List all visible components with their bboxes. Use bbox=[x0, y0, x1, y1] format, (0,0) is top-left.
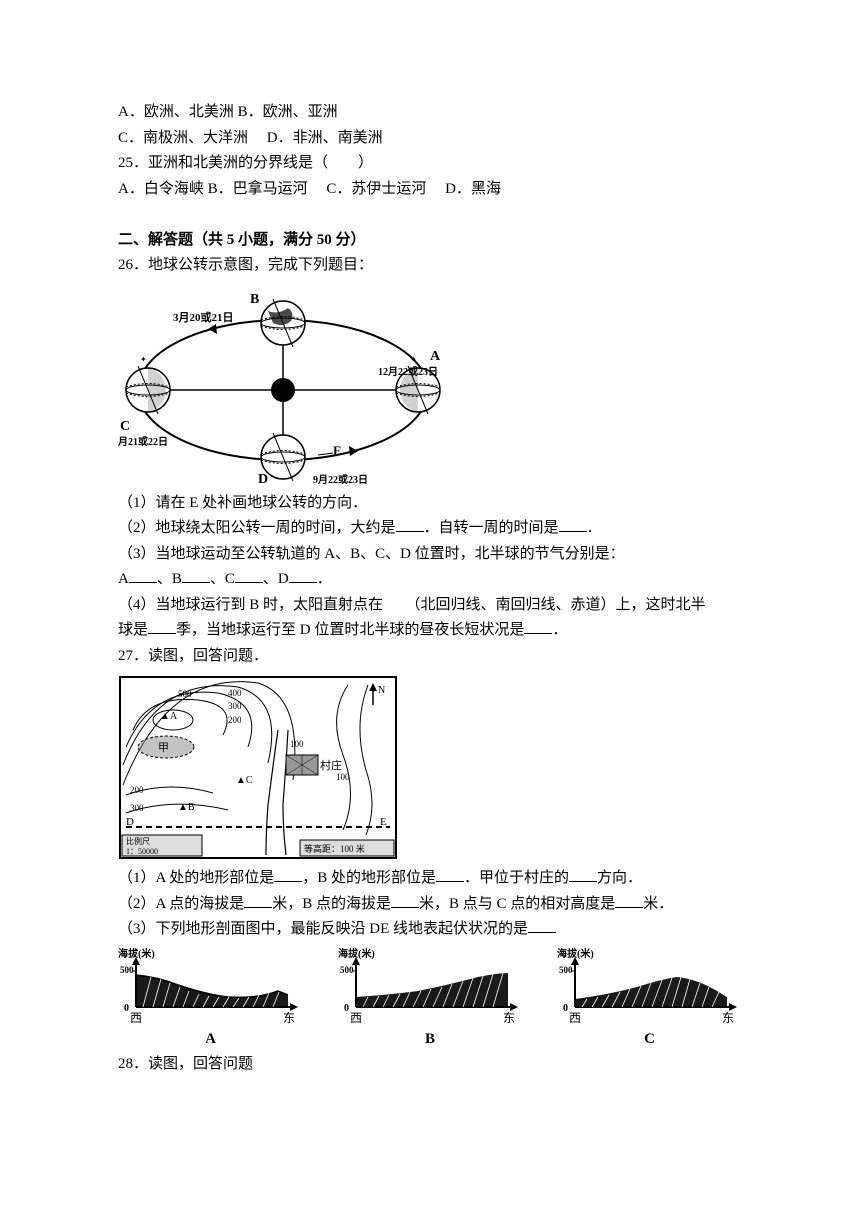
svg-text:A: A bbox=[430, 349, 441, 364]
q26-sub4b: 球是季，当地球运行至 D 位置时北半球的昼夜长短状况是． bbox=[118, 618, 742, 644]
q25-stem: 25．亚洲和北美洲的分界线是（ ） bbox=[118, 151, 742, 177]
svg-text:N: N bbox=[378, 685, 385, 696]
svg-text:▲C: ▲C bbox=[236, 775, 253, 786]
svg-text:6月21或22日: 6月21或22日 bbox=[118, 435, 168, 448]
svg-text:D: D bbox=[258, 472, 268, 485]
svg-text:100: 100 bbox=[336, 772, 350, 782]
q26-sub2: （2）地球绕太阳公转一周的时间，大约是．自转一周的时间是． bbox=[118, 516, 742, 542]
q28-stem: 28．读图，回答问题 bbox=[118, 1052, 742, 1078]
svg-text:▲B: ▲B bbox=[178, 802, 195, 813]
svg-text:E: E bbox=[333, 443, 342, 458]
svg-text:12月22或23日: 12月22或23日 bbox=[378, 365, 438, 378]
svg-text:▲A: ▲A bbox=[160, 711, 178, 722]
svg-text:C: C bbox=[120, 419, 130, 434]
svg-text:等高距：100 米: 等高距：100 米 bbox=[304, 843, 365, 854]
section2-header: 二、解答题（共 5 小题，满分 50 分） bbox=[118, 228, 742, 254]
svg-text:B: B bbox=[250, 292, 259, 307]
q26-sub4a: （4）当地球运行到 B 时，太阳直射点在 （北回归线、南回归线、赤道）上，这时北… bbox=[118, 593, 742, 619]
svg-text:200: 200 bbox=[130, 785, 144, 795]
svg-text:0: 0 bbox=[563, 1003, 568, 1014]
svg-text:甲: 甲 bbox=[158, 742, 169, 754]
svg-text:400: 400 bbox=[228, 688, 242, 698]
svg-text:西: 西 bbox=[130, 1011, 142, 1025]
q27-profiles: 海拔(米) 500 0 西 东 A bbox=[118, 947, 742, 1053]
q27-map: N 甲 ▲A 村庄 ▲B ▲C D E 500 400 300 200 100 … bbox=[118, 675, 742, 860]
q26-sub3-blanks: A、B、C、D． bbox=[118, 567, 742, 593]
svg-text:0: 0 bbox=[124, 1003, 129, 1014]
svg-text:500: 500 bbox=[559, 965, 573, 975]
q27-sub3: （3）下列地形剖面图中，最能反映沿 DE 线地表起伏状况的是 bbox=[118, 917, 742, 943]
svg-text:500: 500 bbox=[120, 965, 134, 975]
svg-text:300: 300 bbox=[228, 701, 242, 711]
svg-text:村庄: 村庄 bbox=[320, 758, 342, 772]
svg-text:✦: ✦ bbox=[140, 355, 147, 364]
svg-text:D: D bbox=[126, 816, 134, 828]
svg-text:100: 100 bbox=[290, 739, 304, 749]
svg-text:E: E bbox=[380, 816, 387, 828]
svg-text:东: 东 bbox=[503, 1011, 515, 1025]
svg-text:东: 东 bbox=[283, 1011, 295, 1025]
svg-text:0: 0 bbox=[344, 1003, 349, 1014]
svg-text:比例尺: 比例尺 bbox=[126, 836, 150, 846]
q27-stem: 27．读图，回答问题． bbox=[118, 644, 742, 670]
svg-text:9月22或23日: 9月22或23日 bbox=[313, 473, 368, 485]
profile-c: 海拔(米) 500 0 西 东 C bbox=[557, 947, 742, 1053]
q25-options: A．白令海峡 B．巴拿马运河 C．苏伊士运河 D．黑海 bbox=[118, 177, 742, 203]
q26-stem: 26．地球公转示意图，完成下列题目： bbox=[118, 253, 742, 279]
svg-text:300: 300 bbox=[130, 803, 144, 813]
q27-sub1: （1）A 处的地形部位是，B 处的地形部位是．甲位于村庄的方向． bbox=[118, 866, 742, 892]
svg-text:✦: ✦ bbox=[410, 355, 417, 364]
svg-text:西: 西 bbox=[350, 1011, 362, 1025]
svg-text:500: 500 bbox=[178, 689, 192, 699]
q24-option-ab: A．欧洲、北美洲 B．欧洲、亚洲 bbox=[118, 100, 742, 126]
q24-option-cd: C．南极洲、大洋洲 D．非洲、南美洲 bbox=[118, 126, 742, 152]
q26-sub3: （3）当地球运动至公转轨道的 A、B、C、D 位置时，北半球的节气分别是： bbox=[118, 542, 742, 568]
svg-text:1：50000: 1：50000 bbox=[126, 847, 158, 856]
q26-sub1: （1）请在 E 处补画地球公转的方向． bbox=[118, 491, 742, 517]
profile-a: 海拔(米) 500 0 西 东 A bbox=[118, 947, 303, 1053]
svg-text:500: 500 bbox=[340, 965, 354, 975]
svg-text:东: 东 bbox=[722, 1011, 734, 1025]
svg-text:西: 西 bbox=[569, 1011, 581, 1025]
svg-text:200: 200 bbox=[228, 715, 242, 725]
profile-b: 海拔(米) 500 0 西 东 B bbox=[338, 947, 523, 1053]
q27-sub2: （2）A 点的海拔是米，B 点的海拔是米，B 点与 C 点的相对高度是米． bbox=[118, 892, 742, 918]
svg-text:3月20或21日: 3月20或21日 bbox=[173, 310, 234, 324]
q26-diagram: ✦ ✦ B 3月20或21日 A 12月22或23日 C 6月21或22日 D … bbox=[118, 285, 742, 485]
